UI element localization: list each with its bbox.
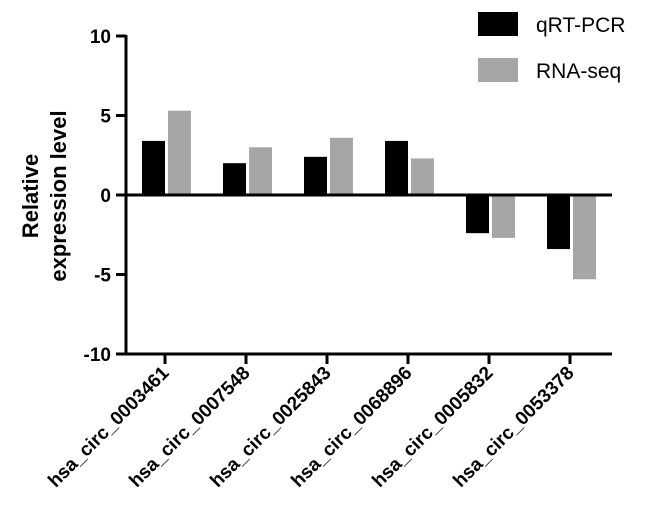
y-tick-label-10: 10 — [90, 27, 111, 48]
bar-qrt-pcr-hsa_circ_0005832 — [466, 195, 489, 234]
bar-qrt-pcr-hsa_circ_0003461 — [142, 140, 165, 195]
legend: qRT-PCR RNA-seq — [478, 12, 625, 83]
y-tick-label-5: 5 — [100, 107, 111, 128]
bar-rna-seq-hsa_circ_0053378 — [573, 195, 596, 280]
bar-rna-seq-hsa_circ_0068896 — [411, 158, 434, 195]
bar-rna-seq-hsa_circ_0003461 — [168, 110, 191, 195]
bar-rna-seq-hsa_circ_0005832 — [492, 195, 515, 238]
bars-layer — [142, 110, 596, 280]
bar-rna-seq-hsa_circ_0007548 — [249, 147, 272, 195]
legend-swatch-qrt-pcr — [478, 12, 518, 36]
axes-layer — [116, 34, 612, 364]
y-axis-label-line-1: Relative — [18, 154, 43, 238]
y-tick-label-0: 0 — [100, 186, 111, 207]
y-tick-label--5: -5 — [94, 266, 111, 287]
y-axis-label-line-2: expression level — [46, 110, 71, 281]
bar-qrt-pcr-hsa_circ_0053378 — [547, 195, 570, 250]
y-tick-label--10: -10 — [84, 345, 111, 366]
x-tick-labels: hsa_circ_0003461hsa_circ_0007548hsa_circ… — [44, 362, 578, 491]
legend-swatch-rna-seq — [478, 58, 518, 82]
bar-rna-seq-hsa_circ_0025843 — [330, 137, 353, 195]
bar-qrt-pcr-hsa_circ_0025843 — [304, 156, 327, 195]
bar-qrt-pcr-hsa_circ_0068896 — [385, 140, 408, 195]
legend-label-qrt-pcr: qRT-PCR — [536, 14, 625, 37]
legend-label-rna-seq: RNA-seq — [536, 60, 621, 83]
y-tick-labels: 10 5 0 -5 -10 — [84, 27, 112, 366]
bar-qrt-pcr-hsa_circ_0007548 — [223, 163, 246, 195]
y-axis-label: Relative expression level — [18, 110, 71, 281]
